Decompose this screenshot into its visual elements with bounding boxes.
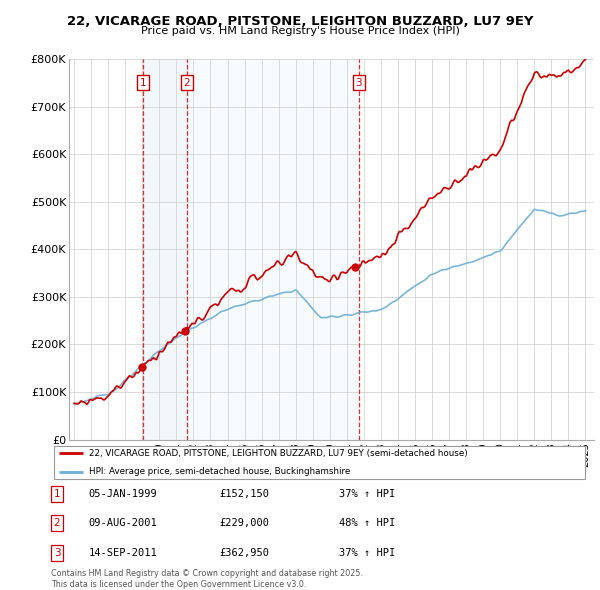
Text: 3: 3 [53,548,61,558]
Text: Contains HM Land Registry data © Crown copyright and database right 2025.
This d: Contains HM Land Registry data © Crown c… [51,569,363,589]
Text: £229,000: £229,000 [219,519,269,528]
Text: 1: 1 [53,489,61,499]
Text: 14-SEP-2011: 14-SEP-2011 [89,548,158,558]
Bar [187,59,359,440]
Text: 22, VICARAGE ROAD, PITSTONE, LEIGHTON BUZZARD, LU7 9EY: 22, VICARAGE ROAD, PITSTONE, LEIGHTON BU… [67,15,533,28]
Text: Price paid vs. HM Land Registry's House Price Index (HPI): Price paid vs. HM Land Registry's House … [140,26,460,36]
Text: 3: 3 [356,78,362,88]
Text: 48% ↑ HPI: 48% ↑ HPI [339,519,395,528]
Text: 09-AUG-2001: 09-AUG-2001 [89,519,158,528]
Text: £152,150: £152,150 [219,489,269,499]
Text: £362,950: £362,950 [219,548,269,558]
FancyBboxPatch shape [53,446,586,479]
Text: 2: 2 [53,519,61,528]
Text: 05-JAN-1999: 05-JAN-1999 [89,489,158,499]
Text: 37% ↑ HPI: 37% ↑ HPI [339,489,395,499]
Text: 1: 1 [140,78,146,88]
Bar [143,59,187,440]
Text: 37% ↑ HPI: 37% ↑ HPI [339,548,395,558]
Text: 2: 2 [184,78,190,88]
Text: HPI: Average price, semi-detached house, Buckinghamshire: HPI: Average price, semi-detached house,… [89,467,350,476]
Text: 22, VICARAGE ROAD, PITSTONE, LEIGHTON BUZZARD, LU7 9EY (semi-detached house): 22, VICARAGE ROAD, PITSTONE, LEIGHTON BU… [89,449,467,458]
